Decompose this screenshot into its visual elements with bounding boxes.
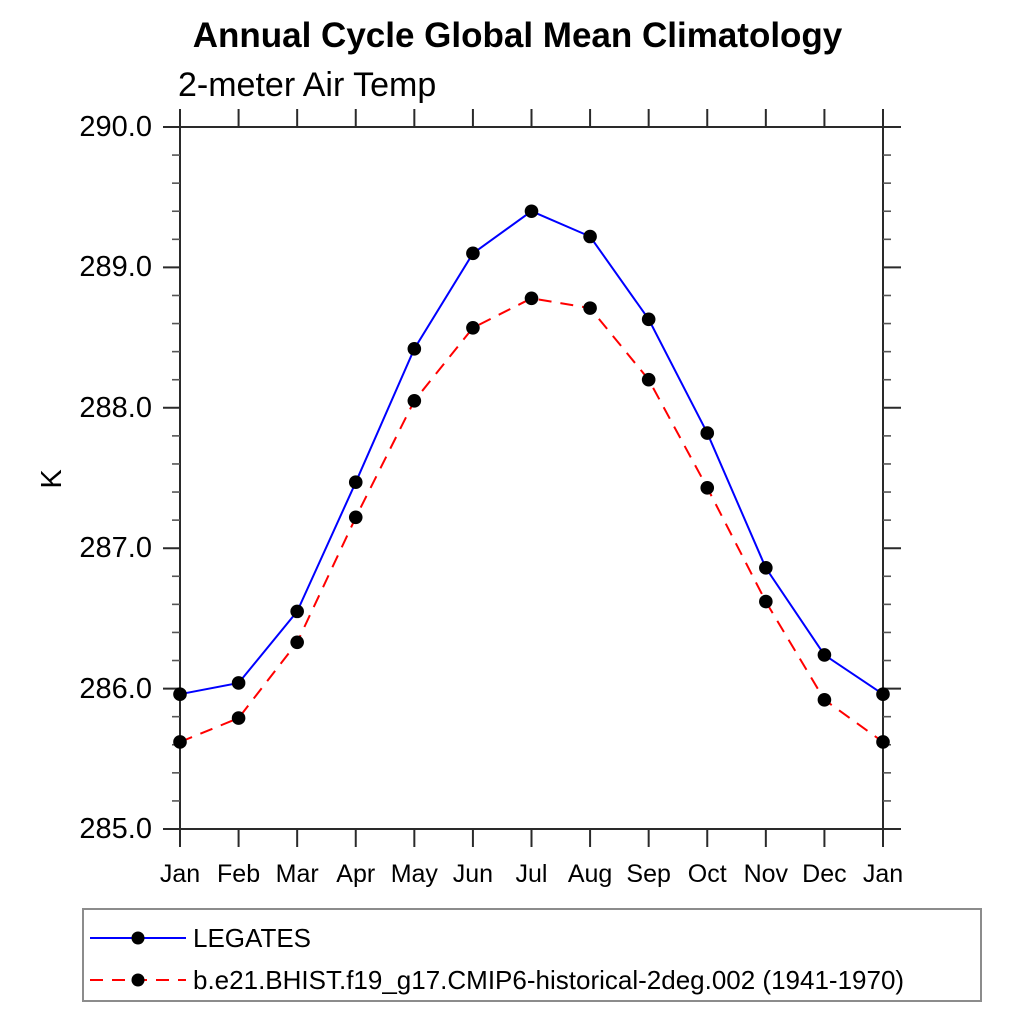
legend-item-model: b.e21.BHIST.f19_g17.CMIP6-historical-2de… bbox=[89, 965, 904, 995]
data-point-marker bbox=[290, 604, 304, 619]
plot-frame bbox=[179, 126, 884, 830]
data-point-marker bbox=[173, 687, 187, 702]
x-tick-label-aug-7: Aug bbox=[567, 860, 613, 888]
data-point-marker bbox=[524, 204, 539, 219]
x-tick-label-feb-1: Feb bbox=[217, 860, 261, 888]
x-tick-label-mar-2: Mar bbox=[275, 860, 319, 888]
data-point-marker bbox=[641, 372, 656, 387]
data-point-marker bbox=[466, 246, 480, 261]
data-point-marker bbox=[583, 229, 597, 244]
legend-item-legates: LEGATES bbox=[89, 923, 311, 953]
data-point-marker bbox=[290, 635, 304, 650]
legend-sample-dashed-line-icon bbox=[90, 973, 186, 987]
data-point-marker bbox=[348, 475, 363, 490]
data-point-marker bbox=[759, 561, 773, 575]
data-point-marker bbox=[700, 481, 715, 495]
y-tick-label: 286.0 bbox=[79, 672, 152, 705]
x-tick-label-jan-0: Jan bbox=[159, 860, 201, 888]
data-point-marker bbox=[173, 735, 187, 749]
data-point-marker bbox=[583, 301, 597, 315]
legend-label-series2: b.e21.BHIST.f19_g17.CMIP6-historical-2de… bbox=[193, 964, 905, 995]
y-tick-label: 288.0 bbox=[79, 391, 152, 424]
data-point-marker bbox=[466, 320, 480, 335]
data-point-marker bbox=[231, 676, 246, 690]
y-tick-label: 285.0 bbox=[79, 813, 152, 845]
y-tick-label: 287.0 bbox=[79, 532, 152, 565]
y-tick-label: 290.0 bbox=[79, 111, 152, 143]
x-tick-label-jan-12: Jan bbox=[862, 860, 904, 888]
chart-subtitle: 2-meter Air Temp bbox=[178, 66, 437, 104]
data-point-marker bbox=[641, 312, 656, 327]
x-tick-label-nov-10: Nov bbox=[743, 860, 789, 888]
data-point-marker bbox=[407, 342, 422, 356]
data-point-marker bbox=[759, 594, 773, 609]
data-point-marker bbox=[524, 291, 539, 306]
data-point-marker bbox=[817, 648, 832, 662]
x-tick-label-dec-11: Dec bbox=[802, 860, 847, 888]
legend-box: LEGATES b.e21.BHIST.f19_g17.CMIP6-histor… bbox=[82, 908, 982, 1002]
x-tick-label-jun-5: Jun bbox=[452, 860, 494, 888]
data-point-marker bbox=[348, 510, 363, 525]
legend-sample-solid-line-icon bbox=[90, 931, 186, 945]
data-point-marker bbox=[876, 735, 890, 749]
data-point-marker bbox=[407, 393, 422, 408]
x-tick-label-oct-9: Oct bbox=[687, 860, 727, 888]
data-point-marker bbox=[231, 711, 246, 725]
x-tick-label-may-4: May bbox=[390, 860, 438, 888]
x-tick-label-apr-3: Apr bbox=[336, 860, 376, 888]
data-point-marker bbox=[817, 693, 832, 707]
chart-title: Annual Cycle Global Mean Climatology bbox=[192, 16, 843, 55]
y-tick-label: 289.0 bbox=[79, 251, 152, 284]
data-point-marker bbox=[876, 687, 890, 702]
legend-label-series1: LEGATES bbox=[193, 922, 312, 953]
x-tick-label-sep-8: Sep bbox=[626, 860, 671, 888]
data-point-marker bbox=[700, 426, 715, 440]
series-line-2 bbox=[179, 297, 884, 743]
x-tick-label-jul-6: Jul bbox=[515, 860, 548, 888]
